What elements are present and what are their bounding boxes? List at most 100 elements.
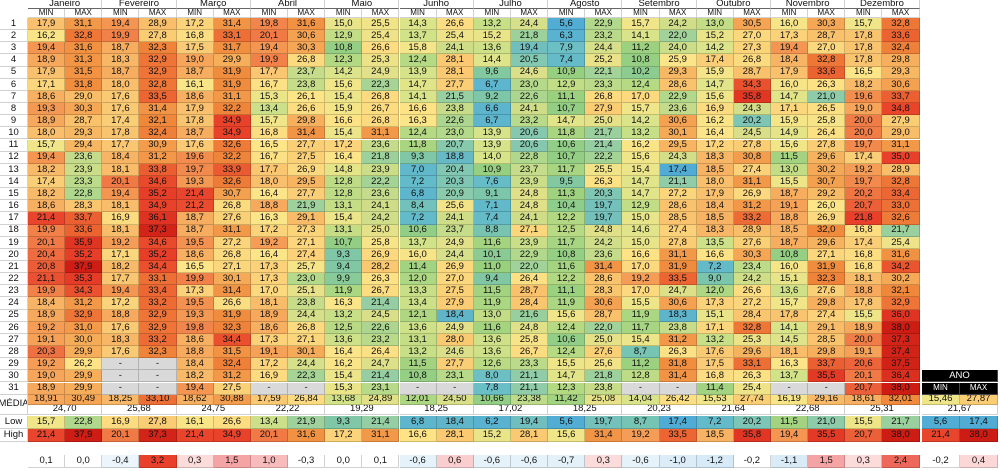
cell: 15,9 [325, 103, 363, 116]
cell: 11,8 [548, 127, 586, 140]
cell: 18,8 [771, 212, 809, 225]
cell: 13,7 [399, 30, 437, 43]
cell: 18,61 [845, 394, 883, 405]
cell: 24,6 [510, 66, 549, 79]
cell: 6,3 [548, 30, 586, 43]
cell: 26,4 [510, 273, 549, 286]
cell: 19,1 [845, 346, 883, 359]
cell: 9,4 [473, 273, 511, 286]
cell: 12,9 [622, 200, 660, 213]
cell: 22,6 [510, 90, 549, 104]
cell: 21,6 [510, 309, 549, 322]
diff-cell: -0,6 [622, 455, 660, 468]
day-label: 26 [0, 321, 28, 334]
cell: 11,5 [771, 151, 809, 164]
cell: 28,9 [733, 224, 771, 237]
cell: 19,7 [845, 139, 883, 152]
cell: 32,8 [139, 78, 177, 91]
cell: 12,4 [548, 346, 586, 359]
cell: 23,3 [585, 78, 623, 91]
cell: 12,0 [399, 273, 437, 286]
cell: 27,5 [288, 151, 326, 164]
cell: 18,5 [696, 212, 734, 225]
cell: 12,8 [325, 188, 363, 201]
cell: 17,4 [28, 175, 66, 189]
cell: 29,0 [882, 127, 920, 140]
year-sub-header: MAX [960, 382, 998, 395]
cell: 14,2 [325, 66, 363, 79]
cell: 19,1 [250, 346, 289, 359]
sub-header: MIN [845, 9, 883, 18]
cell: 10,6 [548, 139, 586, 152]
cell: 14,7 [771, 90, 809, 104]
cell: 27,4 [659, 224, 697, 237]
diff-cell: 0,1 [362, 455, 400, 468]
cell: 20,7 [436, 139, 474, 152]
cell: - [102, 370, 140, 383]
cell: 27,9 [585, 103, 623, 116]
cell: 7,1 [473, 200, 511, 213]
cell: 24,2 [659, 18, 697, 31]
cell: - [139, 382, 177, 395]
cell: 15,7 [771, 297, 809, 310]
cell: 22,9 [510, 248, 549, 261]
cell: 20,0 [845, 127, 883, 140]
cell: 12,0 [696, 285, 734, 298]
cell: 17,2 [325, 139, 363, 152]
cell: 31,6 [65, 42, 103, 55]
cell: 12,5 [325, 321, 363, 334]
cell: 15,7 [622, 18, 660, 31]
cell: 26,4 [362, 346, 400, 359]
cell: 26,84 [288, 394, 326, 405]
cell: 21,5 [436, 90, 474, 104]
cell: 17,3 [250, 273, 289, 286]
cell: 13,0 [473, 309, 511, 322]
cell: 18,6 [176, 90, 214, 104]
cell: 26,8 [733, 54, 771, 67]
cell: 12,8 [622, 370, 660, 383]
cell: 22,2 [362, 175, 400, 189]
cell: 31,1 [362, 428, 400, 442]
cell: 27,2 [733, 297, 771, 310]
cell: 26,8 [213, 248, 251, 261]
cell: 30,6 [585, 297, 623, 310]
cell: 26,3 [362, 273, 400, 286]
cell: 32,6 [882, 212, 920, 225]
cell: 23,2 [510, 115, 549, 128]
cell: 12,6 [473, 358, 511, 371]
cell: 17,2 [250, 224, 289, 237]
month-average: 24,75 [176, 404, 251, 415]
cell: 34,4 [213, 333, 251, 347]
cell: 18,6 [250, 321, 289, 334]
diff-cell: 0,0 [65, 455, 103, 468]
diff-cell: -0,4 [102, 455, 140, 468]
cell: 15,0 [325, 18, 363, 31]
cell: 14,9 [771, 127, 809, 140]
cell: 17,4 [659, 163, 697, 176]
cell: 32,9 [139, 66, 177, 79]
cell: 23,8 [585, 382, 623, 395]
cell: 18,4 [436, 309, 474, 322]
month-average: 22,22 [250, 404, 326, 415]
cell: 36,1 [139, 212, 177, 225]
month-header: Janeiro [28, 0, 103, 9]
diff-cell: -0,7 [548, 455, 586, 468]
cell: 35,5 [808, 370, 846, 383]
cell: 15,7 [845, 18, 883, 31]
cell: 15,7 [28, 139, 66, 152]
month-header: Outubro [696, 0, 771, 9]
cell: 13,0 [771, 163, 809, 176]
year-average: 21,67 [922, 404, 998, 415]
day-label: 3 [0, 42, 28, 55]
cell: 28,6 [659, 200, 697, 213]
cell: - [102, 382, 140, 395]
cell: 17,4 [845, 151, 883, 164]
cell: 19,4 [771, 42, 809, 55]
cell: 28,6 [585, 273, 623, 286]
cell: 25,6 [436, 200, 474, 213]
cell: 38,0 [882, 321, 920, 334]
cell: - [622, 382, 660, 395]
cell: 18,7 [102, 66, 140, 79]
cell: 32,3 [139, 346, 177, 359]
month-header: Abril [250, 0, 326, 9]
